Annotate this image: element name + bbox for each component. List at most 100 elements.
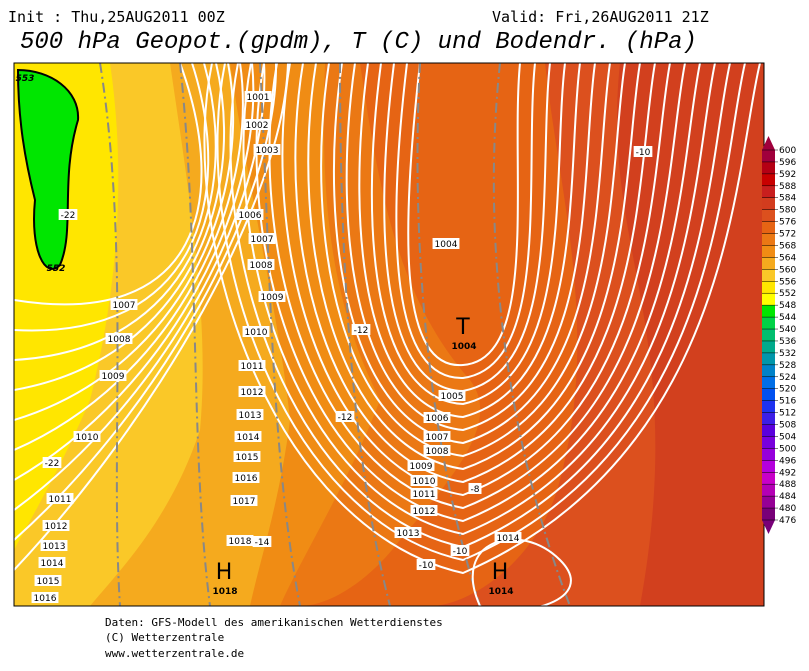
pressure-center-value: 1018 bbox=[212, 587, 237, 597]
isobar-label: 1002 bbox=[246, 121, 269, 131]
colorbar-label: 548 bbox=[779, 301, 796, 311]
colorbar-arrow bbox=[762, 136, 775, 150]
colorbar-segment bbox=[762, 508, 775, 521]
isobar-label-group: 1011 bbox=[410, 488, 438, 500]
colorbar-label: 556 bbox=[779, 277, 796, 287]
isobar bbox=[294, 63, 656, 484]
colorbar-label: 484 bbox=[779, 492, 796, 502]
isobar-label-group: 1001 bbox=[244, 91, 272, 103]
isotherm-label-group: -22 bbox=[42, 457, 62, 469]
isotherm bbox=[179, 63, 211, 606]
colorbar-segment bbox=[762, 376, 775, 390]
isobar-label: 1014 bbox=[497, 534, 520, 544]
colorbar-label: 596 bbox=[779, 158, 796, 168]
isobar-label-group: 1009 bbox=[99, 370, 127, 382]
isobar bbox=[242, 63, 716, 536]
isobar-label: 1013 bbox=[397, 529, 420, 539]
isobar-label-group: 1006 bbox=[423, 412, 451, 424]
isobar-label-group: 1011 bbox=[46, 493, 74, 505]
isobar-label: 1008 bbox=[250, 261, 273, 271]
isobar-label-group: 1012 bbox=[238, 386, 266, 398]
isobar-label-group: 1017 bbox=[230, 495, 258, 507]
isotherm bbox=[259, 63, 301, 606]
colorbar-label: 488 bbox=[779, 480, 796, 490]
colorbar-segment bbox=[762, 317, 775, 330]
isobar-label-box bbox=[99, 370, 127, 381]
isotherm-label-box bbox=[42, 457, 62, 468]
isobar-label-box bbox=[42, 520, 70, 531]
isobar bbox=[345, 63, 596, 432]
isobar-label: 1008 bbox=[426, 447, 449, 457]
colorbar-label: 480 bbox=[779, 504, 796, 514]
isobar-label-box bbox=[432, 238, 460, 249]
isotherm-label-group: -14 bbox=[252, 536, 272, 548]
isobar-label-box bbox=[243, 119, 271, 130]
isobar-label-box bbox=[46, 493, 74, 504]
isobar-label-group: 1013 bbox=[236, 409, 264, 421]
colorbar-segment bbox=[762, 460, 775, 473]
isobar-label-box bbox=[247, 259, 275, 270]
colorbar-segment bbox=[762, 150, 775, 163]
isobar-label-group: 1007 bbox=[248, 233, 276, 245]
isotherm-label-box bbox=[633, 146, 653, 157]
isobar-label-box bbox=[34, 575, 62, 586]
colorbar-segment bbox=[762, 221, 775, 235]
colorbar-label: 580 bbox=[779, 206, 796, 216]
isobar-label-group: 1012 bbox=[410, 505, 438, 517]
isobar-label: 1006 bbox=[239, 211, 262, 221]
isobar-label-group: 1002 bbox=[243, 119, 271, 131]
isobar bbox=[14, 63, 244, 451]
isobar-label-box bbox=[40, 540, 68, 551]
isobar-label-group: 1014 bbox=[234, 431, 262, 443]
isotherm bbox=[99, 63, 121, 606]
colorbar-segment bbox=[762, 209, 775, 223]
isobar-label-box bbox=[238, 360, 266, 371]
isotherm-label-box bbox=[468, 483, 482, 494]
isobar-label-group: 1007 bbox=[110, 299, 138, 311]
isobar-label-box bbox=[236, 409, 264, 420]
isotherm-label-group: -12 bbox=[351, 324, 371, 336]
isobar-label: 1012 bbox=[45, 522, 68, 532]
isobar-label-box bbox=[236, 209, 264, 220]
colorbar-segment bbox=[762, 436, 775, 449]
isobar-label: 1007 bbox=[113, 301, 136, 311]
isobar bbox=[14, 63, 226, 391]
isobar bbox=[216, 63, 746, 562]
colorbar-segment bbox=[762, 340, 775, 354]
isotherm-label-group: -10 bbox=[450, 545, 470, 557]
isobar-label: 1010 bbox=[245, 328, 268, 338]
isotherm-label-box bbox=[335, 411, 355, 422]
isotherm bbox=[416, 63, 481, 606]
colorbar-segment bbox=[762, 472, 775, 485]
colorbar-label: 576 bbox=[779, 218, 796, 228]
isobar-label-box bbox=[230, 495, 258, 506]
isobar-label-group: 1008 bbox=[105, 333, 133, 345]
isotherm-label: -10 bbox=[419, 561, 434, 571]
isotherm-label: -22 bbox=[45, 459, 60, 469]
isobar-label-group: 1007 bbox=[423, 431, 451, 443]
isobar bbox=[14, 63, 203, 306]
isobar-label-group: 1010 bbox=[73, 431, 101, 443]
isobar-label-box bbox=[234, 431, 262, 442]
isobar-label: 1004 bbox=[435, 240, 458, 250]
isobar bbox=[320, 63, 626, 458]
pressure-center-value: 1004 bbox=[451, 342, 476, 352]
isotherm bbox=[471, 538, 572, 606]
footer-line: Daten: GFS-Modell des amerikanischen Wet… bbox=[105, 616, 443, 629]
isobar-label-box bbox=[233, 451, 261, 462]
isobar-label-group: 1015 bbox=[34, 575, 62, 587]
colorbar-segment bbox=[762, 400, 775, 414]
isobar-label-box bbox=[242, 326, 270, 337]
isotherm-label-box bbox=[351, 324, 371, 335]
colorbar-label: 500 bbox=[779, 444, 796, 454]
isobar-label-group: 1016 bbox=[232, 472, 260, 484]
colorbar-label: 476 bbox=[779, 516, 796, 526]
isobar-label: 1014 bbox=[41, 559, 64, 569]
isobar bbox=[14, 63, 235, 421]
isotherm-label-group: -22 bbox=[58, 209, 78, 221]
isobar-label: 1009 bbox=[102, 372, 125, 382]
isobar-label: 1018 bbox=[229, 537, 252, 547]
colorbar-label: 572 bbox=[779, 230, 796, 240]
isobar-label-group: 1010 bbox=[410, 475, 438, 487]
isobar-label-box bbox=[253, 144, 281, 155]
